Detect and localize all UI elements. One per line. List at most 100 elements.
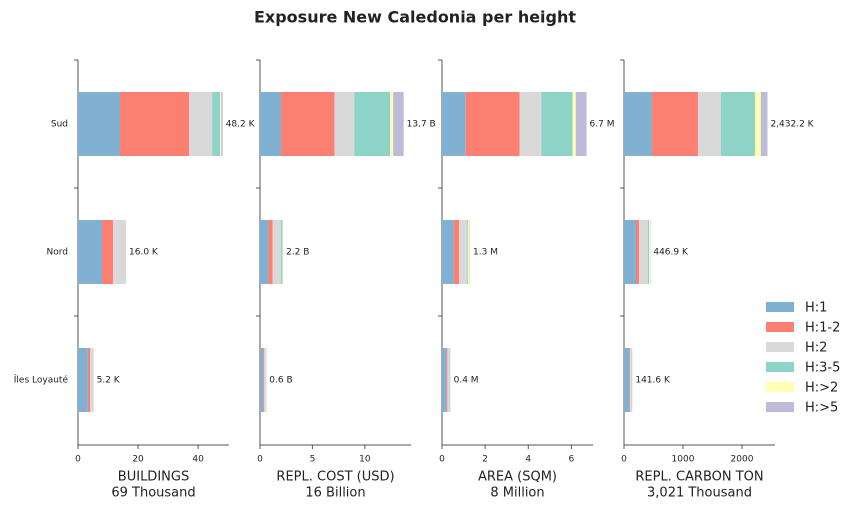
total-label: 0.6 B	[269, 376, 292, 386]
bar-segment	[635, 220, 639, 284]
x-tick-label: 20	[132, 455, 144, 465]
bar-segment	[260, 92, 281, 156]
bar-segment	[78, 92, 121, 156]
bar-segment	[78, 348, 88, 412]
bar-segment	[446, 348, 448, 412]
bar-segment	[390, 92, 394, 156]
x-tick-label: 1000	[672, 455, 695, 465]
bar-segment	[630, 348, 632, 412]
bar-segment	[459, 220, 467, 284]
total-label: 16.0 K	[129, 248, 159, 258]
bar-segment	[466, 220, 468, 284]
bar-segment	[541, 92, 573, 156]
x-tick-label: 4	[525, 455, 531, 465]
bar-segment	[465, 92, 520, 156]
x-tick-label: 10	[359, 455, 371, 465]
bar-segment	[113, 220, 126, 284]
bar-segment	[260, 348, 264, 412]
bar-segment	[263, 348, 265, 412]
bar-segment	[219, 92, 222, 156]
legend-label: H:>2	[805, 381, 838, 396]
legend-swatch	[766, 382, 794, 392]
chart-title: Exposure New Caledonia per height	[254, 8, 576, 27]
bar-segment	[264, 348, 266, 412]
bar-segment	[652, 92, 698, 156]
total-label: 2.2 B	[286, 248, 309, 258]
total-label: 48.2 K	[226, 120, 256, 130]
x-axis-label: REPL. CARBON TON	[635, 470, 763, 485]
x-axis-note: 69 Thousand	[111, 486, 195, 501]
x-axis-label: AREA (SQM)	[478, 470, 557, 485]
y-tick-label: Sud	[51, 120, 68, 130]
x-tick-label: 0	[439, 455, 445, 465]
bar-segment	[442, 92, 466, 156]
total-label: 5.2 K	[97, 376, 121, 386]
total-label: 0.4 M	[454, 376, 479, 386]
bar-segment	[442, 348, 447, 412]
bar-segment	[354, 92, 391, 156]
legend-swatch	[766, 342, 794, 352]
legend-swatch	[766, 362, 794, 372]
x-axis-note: 16 Billion	[305, 486, 365, 501]
total-label: 141.6 K	[635, 376, 671, 386]
x-tick-label: 6	[569, 455, 575, 465]
bar-segment	[648, 220, 650, 284]
bar-segment	[754, 92, 761, 156]
bar-segment	[697, 92, 721, 156]
total-label: 446.9 K	[653, 248, 689, 258]
x-tick-label: 5	[310, 455, 316, 465]
bar-segment	[447, 348, 450, 412]
bar-segment	[221, 92, 223, 156]
total-label: 13.7 B	[407, 120, 436, 130]
legend-label: H:>5	[805, 401, 838, 416]
x-tick-label: 0	[621, 455, 627, 465]
bar-segment	[189, 92, 213, 156]
x-tick-label: 40	[192, 455, 204, 465]
bar-segment	[120, 92, 190, 156]
legend-label: H:1-2	[805, 321, 840, 336]
bar-segment	[90, 348, 94, 412]
bar-segment	[720, 92, 755, 156]
bar-segment	[624, 348, 630, 412]
x-tick-label: 2	[482, 455, 488, 465]
legend-swatch	[766, 322, 794, 332]
bar-segment	[282, 220, 284, 284]
total-label: 6.7 M	[590, 120, 615, 130]
x-axis-note: 3,021 Thousand	[647, 486, 752, 501]
bar-segment	[282, 220, 283, 284]
bar-segment	[453, 220, 460, 284]
total-label: 2,432.2 K	[770, 120, 814, 130]
bar-segment	[624, 92, 653, 156]
bar-segment	[649, 220, 651, 284]
bar-segment	[272, 220, 281, 284]
bar-segment	[442, 220, 454, 284]
bar-segment	[334, 92, 355, 156]
bar-segment	[575, 92, 587, 156]
bar-segment	[78, 220, 103, 284]
bar-segment	[268, 220, 273, 284]
legend-label: H:3-5	[805, 361, 840, 376]
x-axis-note: 8 Million	[490, 486, 544, 501]
x-tick-label: 0	[75, 455, 81, 465]
bar-segment	[467, 220, 470, 284]
x-tick-label: 0	[257, 455, 263, 465]
bar-segment	[260, 220, 269, 284]
bar-segment	[624, 220, 636, 284]
legend-swatch	[766, 402, 794, 412]
bar-segment	[87, 348, 91, 412]
y-tick-label: Nord	[47, 248, 69, 258]
x-tick-label: 2000	[731, 455, 754, 465]
bar-segment	[572, 92, 576, 156]
bar-segment	[212, 92, 220, 156]
legend-label: H:2	[805, 341, 827, 356]
bar-segment	[760, 92, 768, 156]
x-axis-label: REPL. COST (USD)	[276, 470, 394, 485]
bar-segment	[102, 220, 114, 284]
bar-segment	[393, 92, 404, 156]
bar-segment	[629, 348, 631, 412]
bar-segment	[280, 220, 283, 284]
x-axis-label: BUILDINGS	[118, 470, 189, 485]
y-tick-label: Îles Loyauté	[13, 374, 69, 386]
total-label: 1.3 M	[473, 248, 498, 258]
bar-segment	[638, 220, 649, 284]
